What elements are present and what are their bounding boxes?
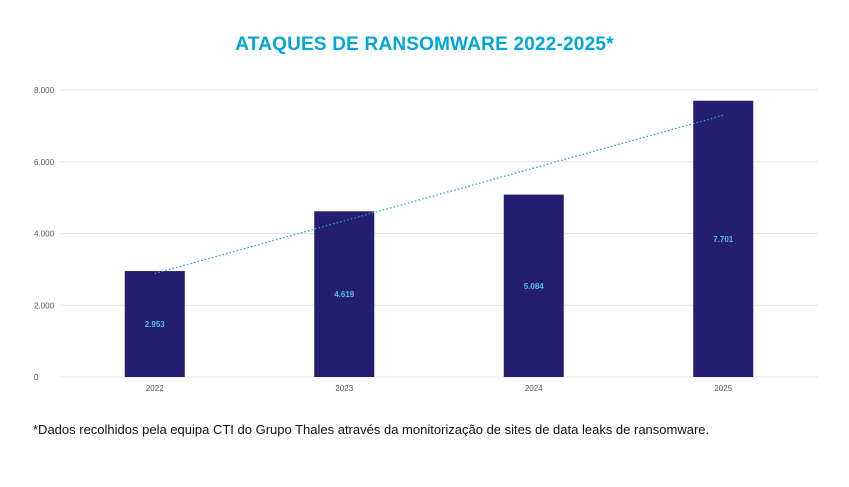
chart-title: ATAQUES DE RANSOMWARE 2022-2025* — [235, 34, 614, 55]
data-labels: 2.953 4.619 5.084 7.701 — [145, 235, 734, 329]
x-tick-label: 2022 — [146, 384, 164, 393]
data-label: 4.619 — [334, 290, 355, 299]
data-label: 2.953 — [145, 320, 166, 329]
x-axis-ticks: 2022 2023 2024 2025 — [146, 384, 733, 393]
bar-2024 — [503, 194, 564, 377]
x-tick-label: 2025 — [714, 384, 732, 393]
data-label: 7.701 — [713, 235, 734, 244]
gridlines — [60, 89, 818, 378]
data-label: 5.084 — [524, 282, 545, 291]
x-tick-label: 2023 — [335, 384, 353, 393]
bar-2025 — [693, 100, 754, 377]
y-axis-ticks: 0 2.000 4.000 6.000 8.000 — [34, 86, 55, 382]
bar-2022 — [124, 271, 185, 377]
y-tick-label: 2.000 — [34, 301, 55, 310]
y-tick-label: 8.000 — [34, 86, 55, 95]
footnote: *Dados recolhidos pela equipa CTI do Gru… — [33, 422, 710, 437]
x-tick-label: 2024 — [525, 384, 543, 393]
y-tick-label: 4.000 — [34, 230, 55, 239]
y-tick-label: 6.000 — [34, 158, 55, 167]
trendline-series — [154, 114, 724, 275]
y-tick-label: 0 — [34, 373, 39, 382]
bars — [124, 100, 754, 377]
bar-2023 — [314, 211, 375, 377]
trendline — [154, 114, 724, 275]
